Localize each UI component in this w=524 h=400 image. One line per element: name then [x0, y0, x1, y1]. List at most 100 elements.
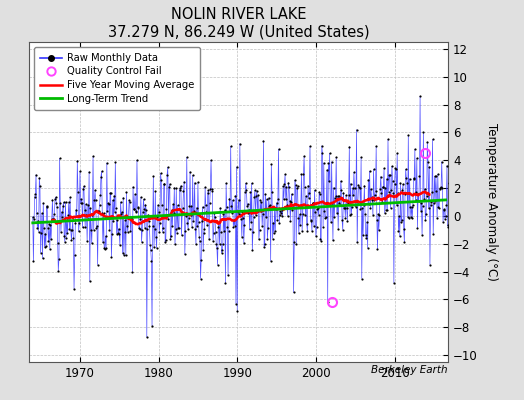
Point: [308, 228, 316, 234]
Point: [64, 199, 73, 205]
Point: [126, 228, 135, 234]
Point: [239, 240, 248, 246]
Point: [226, 143, 235, 150]
Point: [114, 226, 123, 232]
Point: [223, 204, 231, 210]
Point: [443, 222, 452, 228]
Point: [390, 181, 399, 187]
Point: [290, 239, 299, 245]
Point: [310, 187, 319, 194]
Point: [425, 262, 434, 268]
Point: [112, 205, 120, 211]
Point: [67, 237, 75, 243]
Point: [238, 209, 247, 215]
Point: [189, 218, 198, 224]
Point: [34, 218, 42, 224]
Point: [184, 226, 192, 232]
Point: [344, 191, 353, 198]
Point: [318, 150, 326, 156]
Point: [173, 229, 181, 236]
Point: [276, 208, 285, 214]
Point: [315, 189, 323, 196]
Point: [408, 215, 417, 221]
Point: [116, 242, 124, 248]
Point: [216, 229, 225, 236]
Point: [39, 200, 48, 206]
Point: [283, 202, 291, 208]
Point: [208, 186, 216, 192]
Point: [51, 194, 60, 200]
Point: [341, 214, 350, 221]
Point: [407, 214, 415, 220]
Point: [349, 192, 357, 198]
Point: [124, 229, 132, 235]
Point: [369, 212, 377, 218]
Point: [166, 181, 174, 187]
Point: [114, 230, 122, 236]
Point: [318, 143, 326, 149]
Point: [272, 205, 280, 212]
Point: [152, 245, 161, 251]
Point: [241, 222, 249, 228]
Point: [322, 214, 330, 220]
Point: [336, 201, 344, 208]
Point: [84, 202, 92, 208]
Point: [215, 219, 223, 225]
Point: [121, 229, 129, 235]
Point: [98, 209, 106, 216]
Point: [414, 198, 423, 204]
Point: [131, 191, 139, 198]
Point: [40, 244, 49, 250]
Point: [79, 186, 88, 192]
Point: [428, 189, 436, 196]
Point: [152, 234, 160, 241]
Point: [243, 203, 252, 209]
Point: [343, 204, 351, 211]
Point: [78, 200, 86, 206]
Point: [107, 254, 116, 260]
Point: [101, 246, 109, 252]
Point: [135, 226, 144, 232]
Point: [232, 300, 240, 307]
Point: [279, 183, 287, 189]
Point: [382, 207, 390, 213]
Point: [276, 212, 284, 218]
Point: [224, 228, 233, 234]
Point: [325, 178, 333, 184]
Point: [339, 189, 347, 196]
Point: [193, 223, 201, 229]
Point: [281, 196, 290, 202]
Point: [63, 230, 72, 236]
Point: [335, 200, 344, 206]
Point: [187, 212, 195, 218]
Point: [270, 204, 279, 211]
Point: [47, 236, 56, 242]
Point: [391, 165, 399, 172]
Point: [188, 224, 196, 231]
Point: [273, 217, 281, 224]
Point: [73, 157, 82, 164]
Point: [378, 184, 387, 190]
Point: [252, 212, 260, 218]
Point: [324, 160, 333, 166]
Point: [225, 195, 234, 202]
Point: [84, 216, 93, 222]
Point: [147, 246, 155, 253]
Point: [331, 192, 340, 199]
Point: [367, 194, 376, 200]
Point: [326, 202, 334, 208]
Point: [275, 146, 283, 152]
Point: [306, 143, 314, 150]
Point: [150, 226, 159, 232]
Point: [373, 217, 381, 223]
Point: [143, 334, 151, 340]
Point: [440, 206, 449, 212]
Point: [364, 176, 373, 183]
Point: [293, 183, 302, 190]
Point: [97, 174, 105, 180]
Point: [407, 203, 416, 210]
Point: [362, 232, 370, 238]
Point: [313, 206, 321, 212]
Point: [425, 164, 433, 170]
Point: [280, 196, 288, 203]
